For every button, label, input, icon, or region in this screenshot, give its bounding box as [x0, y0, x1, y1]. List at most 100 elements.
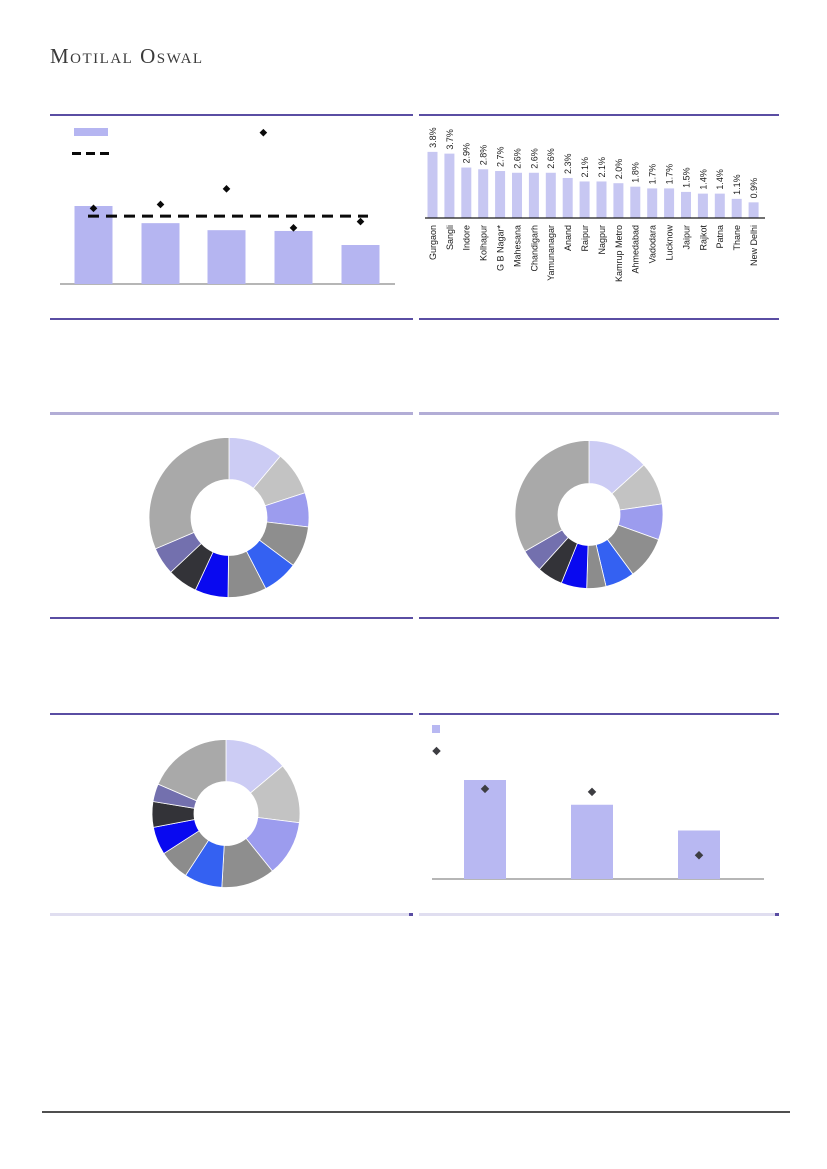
bar	[613, 183, 624, 218]
brand-logo: Motilal Oswal	[50, 44, 204, 68]
bar	[478, 169, 489, 218]
bar	[495, 171, 506, 218]
section-divider	[50, 617, 413, 619]
bar	[207, 230, 246, 284]
category-label: G B Nagar*	[496, 225, 506, 272]
divider-end-tick	[409, 913, 413, 916]
category-label: Mahesana	[512, 225, 522, 267]
section-divider	[419, 913, 779, 916]
bar	[562, 177, 573, 218]
section-divider	[50, 913, 413, 916]
category-label: Nagpur	[597, 225, 607, 255]
bar-value-label: 1.4%	[715, 169, 725, 190]
section-divider	[50, 114, 413, 116]
section-divider	[50, 713, 413, 715]
bar	[647, 188, 658, 218]
bar-value-label: 1.7%	[665, 164, 675, 185]
bar	[714, 193, 725, 218]
bar-value-label: 2.3%	[563, 153, 573, 174]
category-label: Jaipur	[681, 225, 691, 250]
category-label: New Delhi	[749, 225, 759, 266]
bar	[596, 181, 607, 218]
donut-slice	[514, 440, 590, 552]
diamond-marker	[587, 787, 597, 797]
bar	[697, 193, 708, 218]
category-label: Yamunanagar	[546, 225, 556, 281]
bar-value-label: 2.7%	[496, 147, 506, 168]
bar-value-label: 2.1%	[597, 157, 607, 178]
bar-value-label: 1.7%	[648, 164, 658, 185]
category-label: Raipur	[580, 225, 590, 252]
bar	[141, 223, 180, 284]
bar-value-label: 0.9%	[749, 178, 759, 199]
category-label: Ahmedabad	[631, 225, 641, 274]
section-divider	[50, 412, 413, 415]
bar-value-label: 2.9%	[462, 143, 472, 164]
diamond-marker	[259, 128, 268, 137]
category-label: Rajkot	[698, 225, 708, 251]
diamond-marker	[289, 224, 298, 232]
diamond-marker	[480, 784, 490, 794]
bar-value-label: 2.6%	[546, 148, 556, 169]
bar	[571, 804, 613, 879]
legend-bar-swatch	[432, 725, 440, 733]
bar-value-label: 2.6%	[529, 148, 539, 169]
bar	[528, 172, 539, 218]
category-label: Sangli	[445, 225, 455, 250]
donut-slice	[157, 739, 227, 802]
category-label: Patna	[715, 225, 725, 249]
bar	[630, 186, 641, 218]
diamond-marker	[222, 185, 231, 193]
bar	[731, 198, 742, 218]
category-label: Vadodara	[648, 225, 658, 263]
mid-left-donut-chart	[148, 437, 310, 598]
legend-bar-swatch	[74, 128, 108, 136]
section-divider	[419, 412, 779, 415]
section-divider	[50, 318, 413, 320]
bar-value-label: 1.4%	[698, 169, 708, 190]
diamond-marker	[356, 217, 365, 226]
bar	[427, 151, 438, 218]
bar	[664, 188, 675, 218]
section-divider	[419, 318, 779, 320]
category-label: Gurgaon	[428, 225, 438, 260]
bar-value-label: 1.5%	[681, 167, 691, 188]
category-label: Indore	[462, 225, 472, 251]
footer-divider	[42, 1111, 790, 1113]
bar	[579, 181, 590, 218]
category-label: Thane	[732, 225, 742, 251]
category-label: Lucknow	[665, 225, 675, 261]
bar-value-label: 1.8%	[631, 162, 641, 183]
bar	[512, 172, 522, 218]
mid-right-donut-chart	[514, 440, 664, 589]
diamond-marker	[156, 200, 165, 209]
category-label: Kolhapur	[479, 225, 489, 261]
bar-value-label: 2.1%	[580, 157, 590, 178]
category-label: Anand	[563, 225, 573, 251]
bar	[274, 230, 313, 284]
divider-end-tick	[775, 913, 779, 916]
bar-value-label: 2.0%	[614, 159, 624, 180]
section-divider	[419, 114, 779, 116]
bar	[545, 172, 556, 218]
bar	[74, 206, 113, 284]
category-label: Kamrup Metro	[614, 225, 624, 282]
section-divider	[419, 713, 779, 715]
bottom-left-donut-chart	[151, 739, 301, 888]
bar-value-label: 3.8%	[428, 127, 438, 148]
section-divider	[419, 617, 779, 619]
bar	[681, 191, 691, 218]
bottom-right-bar-scatter-chart	[432, 725, 764, 880]
bar-value-label: 1.1%	[732, 174, 742, 195]
bar	[444, 153, 455, 218]
top-right-city-bar-chart: 3.8% Gurgaon 3.7% Sangli 2.9% Indore 2.8% Kolha…	[425, 127, 765, 282]
category-label: Chandigarh	[529, 225, 539, 272]
donut-slice	[148, 437, 230, 550]
top-left-bar-scatter-chart	[60, 128, 395, 285]
bar	[748, 202, 759, 218]
bar-value-label: 2.6%	[512, 148, 522, 169]
diamond-marker	[432, 746, 441, 756]
bar-value-label: 2.8%	[479, 145, 489, 166]
bar	[464, 780, 506, 879]
